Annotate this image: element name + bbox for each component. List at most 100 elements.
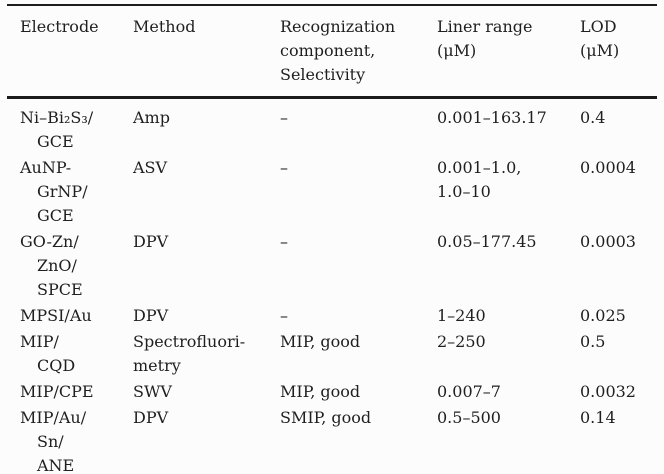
electrode-line: ZnO/ — [37, 256, 77, 275]
header-line: Electrode — [20, 17, 99, 36]
recognition-line: – — [280, 108, 288, 127]
cell-linear-range: 2–250 — [437, 328, 580, 378]
method-line: DPV — [133, 306, 169, 325]
col-header-electrode: Electrode — [7, 5, 133, 98]
cell-recognition: SMIP, good — [280, 404, 437, 474]
table-row: AuNP- GrNP/ GCE ASV – 0.001–1.0, 1.0–10 … — [7, 154, 657, 228]
recognition-line: – — [280, 158, 288, 177]
range-line: 2–250 — [437, 332, 486, 351]
header-line: (μM) — [580, 41, 620, 60]
electrode-line: AuNP- — [20, 158, 72, 177]
method-line: DPV — [133, 408, 169, 427]
table-row: MIP/CPE SWV MIP, good 0.007–7 0.0032 — [7, 378, 657, 404]
method-line: DPV — [133, 232, 169, 251]
header-line: component, — [280, 41, 376, 60]
electrode-line: ANE — [37, 456, 75, 474]
recognition-line: MIP, good — [280, 382, 361, 401]
col-header-linear-range: Liner range (μM) — [437, 5, 580, 98]
cell-lod: 0.025 — [580, 302, 657, 328]
table-row: MPSI/Au DPV – 1–240 0.025 — [7, 302, 657, 328]
electrode-line: SPCE — [37, 280, 83, 299]
cell-linear-range: 0.05–177.45 — [437, 228, 580, 302]
cell-electrode: MIP/CPE — [7, 378, 133, 404]
electrode-line: Ni–Bi₂S₃/ — [20, 108, 94, 127]
range-line: 1–240 — [437, 306, 486, 325]
cell-electrode: Ni–Bi₂S₃/ GCE — [7, 98, 133, 155]
col-header-lod: LOD (μM) — [580, 5, 657, 98]
cell-linear-range: 0.001–163.17 — [437, 98, 580, 155]
cell-lod: 0.0003 — [580, 228, 657, 302]
table-row: MIP/Au/ Sn/ ANE DPV SMIP, good 0.5–500 0… — [7, 404, 657, 474]
range-line: 0.05–177.45 — [437, 232, 537, 251]
lod-line: 0.0032 — [580, 382, 636, 401]
cell-linear-range: 0.001–1.0, 1.0–10 — [437, 154, 580, 228]
cell-method: Spectrofluori- metry — [133, 328, 280, 378]
lod-line: 0.0004 — [580, 158, 636, 177]
lod-line: 0.4 — [580, 108, 606, 127]
electrode-line: MIP/Au/ — [20, 408, 87, 427]
recognition-line: – — [280, 232, 288, 251]
cell-lod: 0.4 — [580, 98, 657, 155]
cell-linear-range: 1–240 — [437, 302, 580, 328]
table-row: GO-Zn/ ZnO/ SPCE DPV – 0.05–177.45 0.000… — [7, 228, 657, 302]
cell-linear-range: 0.007–7 — [437, 378, 580, 404]
cell-lod: 0.0004 — [580, 154, 657, 228]
cell-recognition: – — [280, 98, 437, 155]
col-header-recognition: Recognization component, Selectivity — [280, 5, 437, 98]
header-line: Recognization — [280, 17, 396, 36]
electrode-line: MPSI/Au — [20, 306, 92, 325]
cell-lod: 0.0032 — [580, 378, 657, 404]
cell-method: ASV — [133, 154, 280, 228]
electrode-line: GCE — [37, 132, 74, 151]
table-row: Ni–Bi₂S₃/ GCE Amp – 0.001–163.17 0.4 — [7, 98, 657, 155]
cell-method: Amp — [133, 98, 280, 155]
range-line: 0.007–7 — [437, 382, 501, 401]
header-line: Selectivity — [280, 65, 366, 84]
range-line: 0.001–1.0, — [437, 158, 522, 177]
cell-electrode: MIP/Au/ Sn/ ANE — [7, 404, 133, 474]
recognition-line: SMIP, good — [280, 408, 372, 427]
electrode-line: GrNP/ — [37, 182, 88, 201]
electrode-comparison-table: Electrode Method Recognization component… — [7, 4, 657, 474]
table-figure: Electrode Method Recognization component… — [7, 4, 657, 474]
cell-method: DPV — [133, 404, 280, 474]
range-line: 0.001–163.17 — [437, 108, 547, 127]
lod-line: 0.5 — [580, 332, 606, 351]
electrode-line: CQD — [37, 356, 76, 375]
electrode-line: Sn/ — [37, 432, 64, 451]
method-line: Spectrofluori- — [133, 332, 246, 351]
table-row: MIP/ CQD Spectrofluori- metry MIP, good … — [7, 328, 657, 378]
cell-recognition: – — [280, 228, 437, 302]
lod-line: 0.0003 — [580, 232, 636, 251]
cell-recognition: MIP, good — [280, 328, 437, 378]
cell-linear-range: 0.5–500 — [437, 404, 580, 474]
method-line: metry — [133, 356, 181, 375]
electrode-line: MIP/CPE — [20, 382, 94, 401]
cell-method: DPV — [133, 228, 280, 302]
lod-line: 0.14 — [580, 408, 616, 427]
cell-lod: 0.14 — [580, 404, 657, 474]
method-line: ASV — [133, 158, 168, 177]
electrode-line: GO-Zn/ — [20, 232, 79, 251]
cell-lod: 0.5 — [580, 328, 657, 378]
header-line: (μM) — [437, 41, 477, 60]
cell-recognition: – — [280, 302, 437, 328]
electrode-line: GCE — [37, 206, 74, 225]
method-line: SWV — [133, 382, 172, 401]
cell-method: SWV — [133, 378, 280, 404]
cell-electrode: MPSI/Au — [7, 302, 133, 328]
method-line: Amp — [133, 108, 170, 127]
cell-method: DPV — [133, 302, 280, 328]
header-line: Method — [133, 17, 196, 36]
recognition-line: MIP, good — [280, 332, 361, 351]
lod-line: 0.025 — [580, 306, 626, 325]
cell-electrode: MIP/ CQD — [7, 328, 133, 378]
cell-electrode: GO-Zn/ ZnO/ SPCE — [7, 228, 133, 302]
header-line: LOD — [580, 17, 617, 36]
table-header-row: Electrode Method Recognization component… — [7, 5, 657, 98]
cell-recognition: MIP, good — [280, 378, 437, 404]
col-header-method: Method — [133, 5, 280, 98]
recognition-line: – — [280, 306, 288, 325]
cell-recognition: – — [280, 154, 437, 228]
range-line: 0.5–500 — [437, 408, 501, 427]
